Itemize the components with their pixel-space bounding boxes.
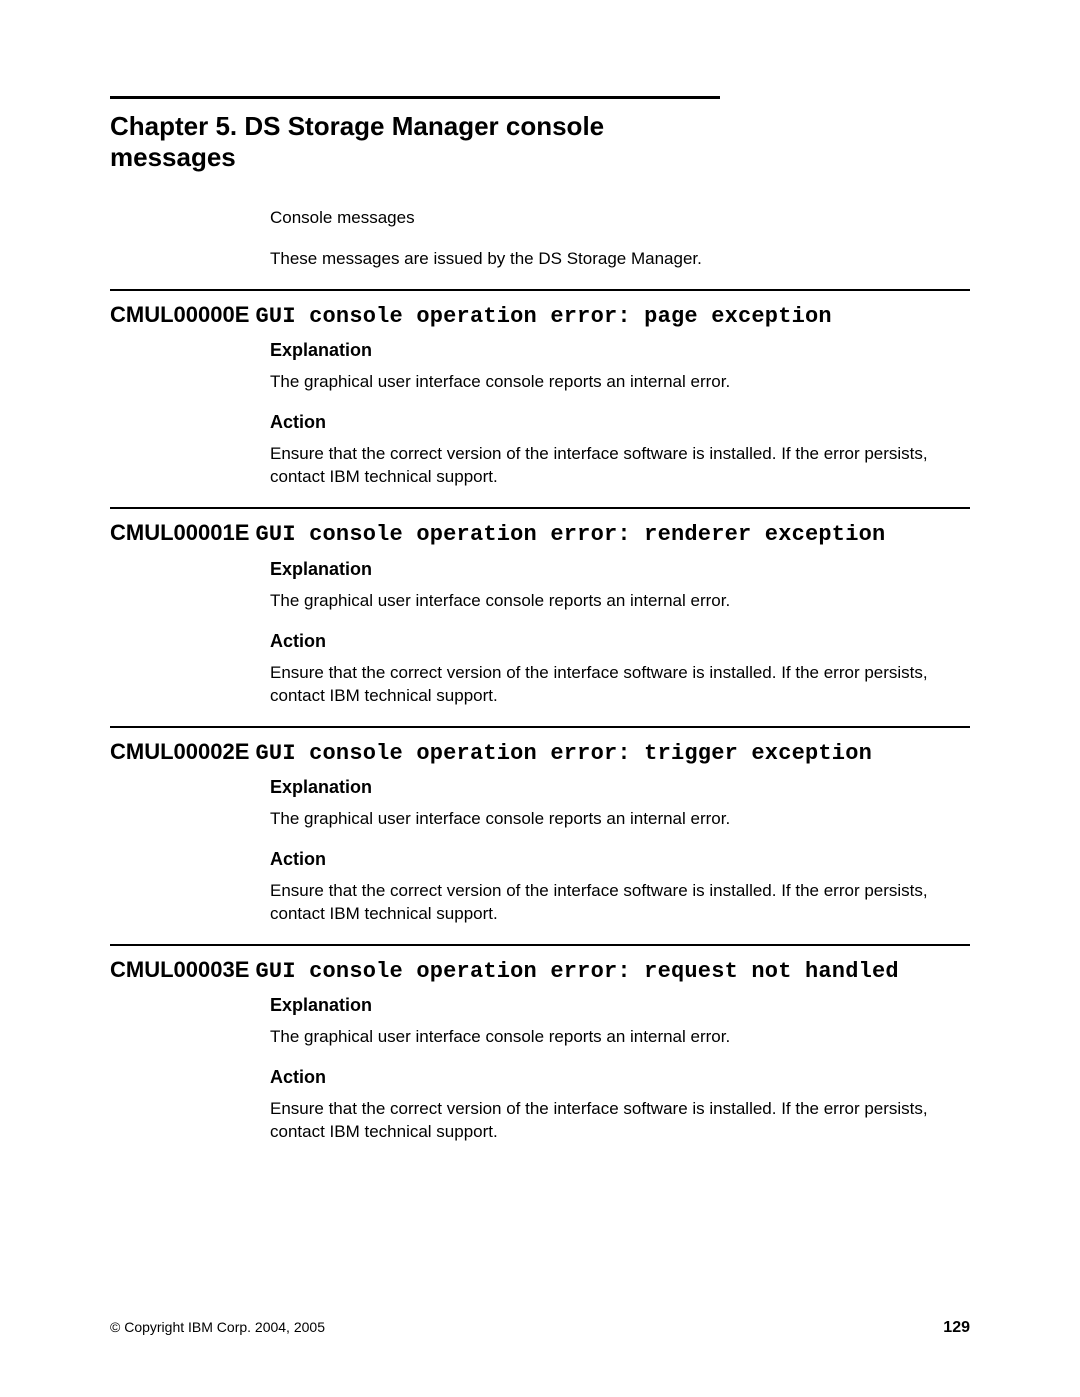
message-code: CMUL00000E bbox=[110, 302, 249, 327]
message-header: CMUL00003E GUI console operation error: … bbox=[110, 956, 970, 986]
action-text: Ensure that the correct version of the i… bbox=[270, 443, 970, 489]
messages-list: CMUL00000E GUI console operation error: … bbox=[110, 289, 970, 1144]
explanation-text: The graphical user interface console rep… bbox=[270, 371, 970, 394]
explanation-text: The graphical user interface console rep… bbox=[270, 808, 970, 831]
message-block: CMUL00002E GUI console operation error: … bbox=[110, 726, 970, 926]
explanation-text: The graphical user interface console rep… bbox=[270, 590, 970, 613]
message-code: CMUL00002E bbox=[110, 739, 249, 764]
message-title: GUI console operation error: page except… bbox=[256, 304, 832, 329]
page-footer: © Copyright IBM Corp. 2004, 2005 129 bbox=[110, 1319, 970, 1337]
explanation-heading: Explanation bbox=[270, 777, 970, 798]
message-header: CMUL00001E GUI console operation error: … bbox=[110, 519, 970, 549]
action-heading: Action bbox=[270, 631, 970, 652]
message-title: GUI console operation error: trigger exc… bbox=[256, 741, 873, 766]
action-text: Ensure that the correct version of the i… bbox=[270, 1098, 970, 1144]
message-header: CMUL00002E GUI console operation error: … bbox=[110, 738, 970, 768]
message-body: Explanation The graphical user interface … bbox=[270, 777, 970, 926]
explanation-heading: Explanation bbox=[270, 340, 970, 361]
action-heading: Action bbox=[270, 1067, 970, 1088]
action-text: Ensure that the correct version of the i… bbox=[270, 880, 970, 926]
intro-line-1: Console messages bbox=[270, 207, 970, 230]
message-title: GUI console operation error: request not… bbox=[256, 959, 899, 984]
message-header: CMUL00000E GUI console operation error: … bbox=[110, 301, 970, 331]
explanation-text: The graphical user interface console rep… bbox=[270, 1026, 970, 1049]
intro-line-2: These messages are issued by the DS Stor… bbox=[270, 248, 970, 271]
explanation-heading: Explanation bbox=[270, 559, 970, 580]
chapter-intro: Console messages These messages are issu… bbox=[270, 207, 970, 271]
action-heading: Action bbox=[270, 849, 970, 870]
message-body: Explanation The graphical user interface … bbox=[270, 340, 970, 489]
copyright-text: © Copyright IBM Corp. 2004, 2005 bbox=[110, 1319, 325, 1335]
message-code: CMUL00001E bbox=[110, 520, 249, 545]
message-body: Explanation The graphical user interface … bbox=[270, 995, 970, 1144]
chapter-title: Chapter 5. DS Storage Manager console me… bbox=[110, 96, 720, 173]
message-block: CMUL00003E GUI console operation error: … bbox=[110, 944, 970, 1144]
message-title: GUI console operation error: renderer ex… bbox=[256, 522, 886, 547]
message-code: CMUL00003E bbox=[110, 957, 249, 982]
message-block: CMUL00001E GUI console operation error: … bbox=[110, 507, 970, 707]
message-block: CMUL00000E GUI console operation error: … bbox=[110, 289, 970, 489]
explanation-heading: Explanation bbox=[270, 995, 970, 1016]
page-content: Chapter 5. DS Storage Manager console me… bbox=[0, 0, 1080, 1144]
message-body: Explanation The graphical user interface … bbox=[270, 559, 970, 708]
action-heading: Action bbox=[270, 412, 970, 433]
action-text: Ensure that the correct version of the i… bbox=[270, 662, 970, 708]
page-number: 129 bbox=[943, 1319, 970, 1337]
